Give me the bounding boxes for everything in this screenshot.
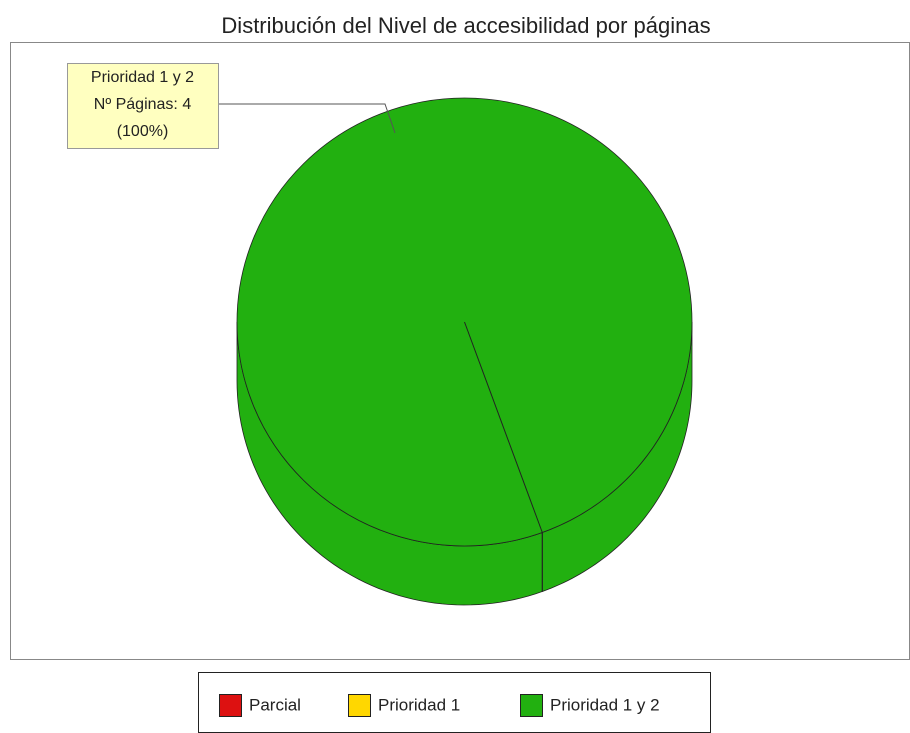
legend-label: Prioridad 1 bbox=[378, 695, 460, 714]
callout-line bbox=[218, 103, 396, 134]
chart-title: Distribución del Nivel de accesibilidad … bbox=[221, 13, 710, 38]
callout-percent: (100%) bbox=[117, 123, 169, 140]
legend-swatch bbox=[520, 694, 543, 717]
legend-box bbox=[198, 672, 711, 733]
callout-name: Prioridad 1 y 2 bbox=[91, 69, 194, 86]
callout-box bbox=[67, 63, 219, 149]
callout-value: Nº Páginas: 4 bbox=[94, 96, 192, 113]
legend-swatch bbox=[348, 694, 371, 717]
slice-edge bbox=[464, 321, 543, 533]
legend-swatch bbox=[219, 694, 242, 717]
legend-label: Prioridad 1 y 2 bbox=[550, 695, 660, 714]
legend-label: Parcial bbox=[249, 695, 301, 714]
